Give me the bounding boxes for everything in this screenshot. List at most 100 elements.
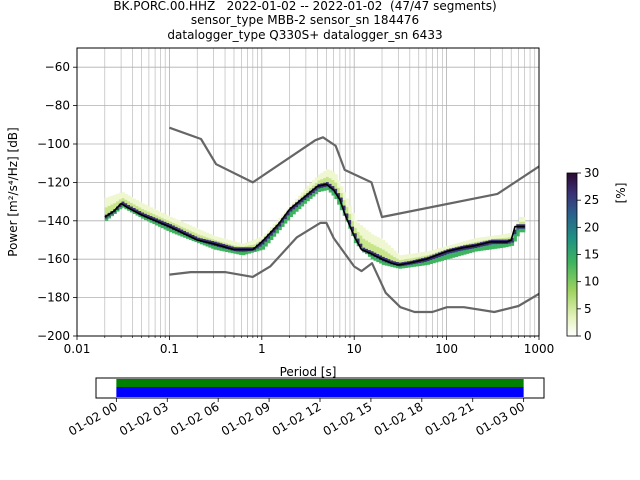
- psd-density-cell: [454, 246, 459, 248]
- psd-density-cell: [432, 249, 436, 254]
- psd-density-cell: [331, 190, 335, 192]
- psd-density-cell: [138, 201, 142, 208]
- psd-density-cell: [407, 258, 411, 262]
- psd-density-cell: [426, 251, 431, 256]
- psd-density-cell: [499, 244, 503, 249]
- psd-density-cell: [334, 182, 338, 189]
- psd-density-cell: [264, 236, 268, 242]
- psd-density-cell: [331, 171, 335, 181]
- psd-density-cell: [132, 198, 137, 205]
- psd-density-cell: [398, 260, 403, 263]
- psd-density-cell: [393, 265, 397, 268]
- psd-density-cell: [113, 209, 117, 214]
- psd-density-cell: [219, 241, 223, 244]
- psd-density-cell: [460, 241, 464, 246]
- psd-density-cell: [325, 176, 330, 183]
- psd-density-cell: [390, 247, 394, 256]
- psd-density-cell: [286, 215, 291, 217]
- psd-density-cell: [376, 258, 380, 263]
- x-tick-label: 0.01: [64, 342, 91, 356]
- psd-density-cell: [227, 240, 232, 245]
- psd-density-cell: [261, 244, 265, 246]
- psd-density-cell: [314, 186, 319, 191]
- psd-density-cell: [132, 211, 137, 214]
- psd-density-cell: [314, 190, 319, 195]
- psd-density-cell: [421, 262, 425, 266]
- psd-density-cell: [213, 240, 218, 242]
- psd-density-cell: [351, 226, 355, 232]
- psd-density-cell: [337, 193, 341, 198]
- chart-title-line-1: BK.PORC.00.HHZ 2022-01-02 -- 2022-01-02 …: [113, 0, 497, 13]
- x-tick-label: 10: [347, 342, 362, 356]
- psd-density-cell: [295, 198, 299, 202]
- psd-density-cell: [121, 192, 126, 199]
- psd-density-cell: [197, 234, 201, 238]
- colorbar-tick-label: 30: [584, 166, 599, 180]
- psd-density-cell: [468, 249, 473, 254]
- psd-density-cell: [510, 242, 515, 246]
- psd-density-cell: [194, 233, 198, 237]
- psd-density-cell: [521, 228, 526, 233]
- psd-density-cell: [227, 244, 232, 246]
- psd-density-cell: [513, 235, 517, 242]
- psd-density-cell: [311, 185, 316, 189]
- psd-density-cell: [460, 251, 464, 256]
- psd-density-cell: [264, 242, 268, 247]
- psd-density-cell: [449, 247, 453, 249]
- psd-density-cell: [451, 253, 456, 258]
- psd-density-cell: [261, 236, 265, 240]
- psd-density-cell: [135, 213, 140, 216]
- psd-density-cell: [258, 246, 263, 251]
- psd-density-cell: [269, 235, 274, 241]
- psd-density-cell: [208, 238, 212, 241]
- psd-density-cell: [437, 251, 442, 253]
- psd-density-cell: [107, 196, 112, 206]
- psd-density-cell: [437, 257, 442, 262]
- psd-density-cell: [345, 198, 349, 208]
- psd-density-cell: [202, 242, 207, 246]
- psd-density-cell: [421, 252, 425, 257]
- psd-density-cell: [496, 244, 501, 249]
- psd-density-cell: [250, 250, 254, 253]
- psd-density-cell: [264, 241, 268, 243]
- psd-density-cell: [342, 205, 347, 211]
- colorbar-tick-label: 5: [584, 302, 592, 316]
- psd-density-cell: [384, 251, 389, 259]
- psd-density-cell: [379, 238, 383, 249]
- psd-density-cell: [404, 254, 408, 260]
- psd-density-cell: [222, 242, 226, 245]
- psd-density-cell: [325, 186, 330, 191]
- y-axis-ticks: −60 −80 −100 −120 −140 −160 −180 −200: [37, 60, 77, 343]
- psd-density-cell: [311, 188, 316, 194]
- x-tick-label: 1000: [524, 342, 555, 356]
- psd-density-cell: [199, 230, 204, 236]
- psd-density-cell: [398, 255, 403, 261]
- psd-density-cell: [353, 238, 358, 244]
- psd-density-cell: [373, 257, 377, 261]
- psd-density-cell: [477, 237, 481, 242]
- psd-density-cell: [155, 222, 159, 226]
- psd-density-cell: [264, 233, 268, 237]
- psd-density-cell: [292, 209, 296, 211]
- psd-density-cell: [171, 230, 176, 234]
- psd-density-cell: [121, 201, 126, 207]
- psd-density-cell: [253, 239, 257, 245]
- timeline-tick-label: 01-02 03: [117, 399, 171, 438]
- psd-density-cell: [334, 174, 338, 183]
- psd-density-cell: [261, 245, 265, 250]
- psd-density-cell: [426, 261, 431, 265]
- psd-density-cell: [519, 228, 523, 233]
- psd-density-cell: [395, 253, 400, 259]
- psd-density-cell: [104, 218, 109, 221]
- psd-density-cell: [199, 242, 204, 245]
- psd-density-cell: [222, 248, 226, 252]
- psd-density-cell: [283, 219, 288, 224]
- psd-density-cell: [365, 229, 369, 241]
- psd-density-cell: [258, 242, 263, 247]
- timeline-tick-label: 01-02 15: [321, 399, 375, 438]
- psd-density-cell: [457, 242, 461, 246]
- psd-density-cell: [166, 215, 170, 221]
- psd-density-cell: [295, 202, 299, 208]
- psd-density-cell: [477, 247, 481, 252]
- psd-density-cell: [457, 251, 461, 253]
